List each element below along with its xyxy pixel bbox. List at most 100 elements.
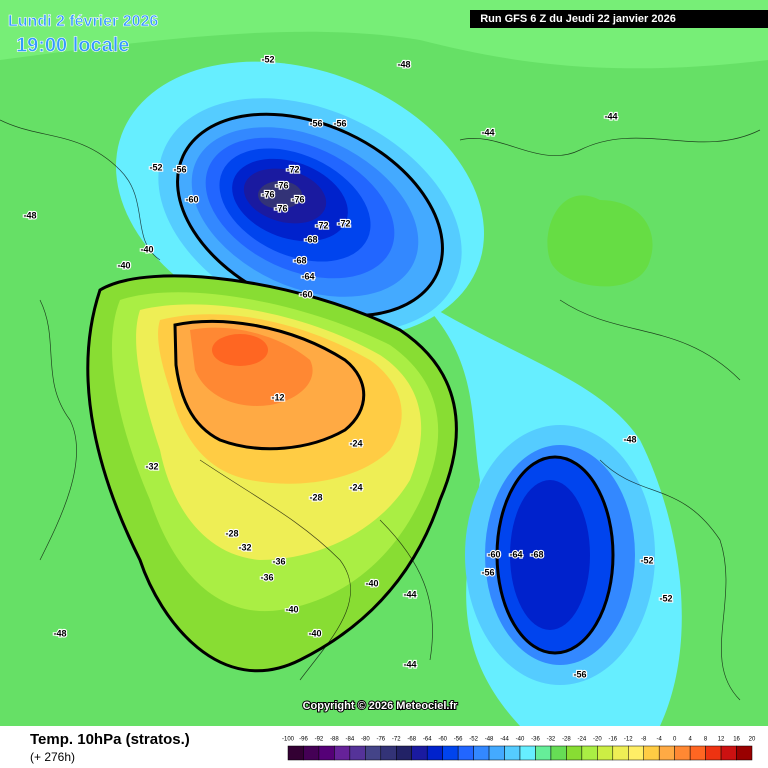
contour-label: -48 [623, 434, 636, 444]
run-box [470, 10, 768, 28]
legend-tick-label: -72 [392, 737, 401, 743]
legend-swatch [519, 745, 536, 761]
legend-swatch [566, 745, 583, 761]
legend-swatch [349, 745, 366, 761]
legend-tick-label: 0 [673, 737, 677, 743]
legend-swatch [303, 745, 320, 761]
contour-label: -52 [149, 162, 162, 172]
contour-label: -72 [286, 164, 299, 174]
footer-lead: (+ 276h) [30, 750, 75, 764]
contour-label: -24 [349, 438, 362, 448]
legend: -100 -96 -92 -88 -84 -80 -76 -72 -68 -64 -60 -56 -52… [282, 737, 756, 761]
contour-label: -60 [185, 194, 198, 204]
contour-labels: -76-76-76-72-76-72 -72-68-68-64-60-56 -56-… [22, 53, 673, 680]
copyright: Copyright © 2026 Meteociel.fr [303, 700, 459, 712]
legend-swatch [674, 745, 691, 761]
contour-label: -68 [530, 549, 543, 559]
legend-tick-label: -4 [657, 737, 663, 743]
legend-tick-label: -36 [531, 737, 540, 743]
contour-label: -36 [260, 572, 273, 582]
contour-label: -76 [274, 203, 287, 213]
contour-label: -76 [291, 194, 304, 204]
contour-label: -12 [271, 392, 284, 402]
contour-label: -40 [140, 244, 153, 254]
contour-label: -56 [333, 118, 346, 128]
time-label: 19:00 locale [16, 34, 129, 56]
polar-vortex-secondary [465, 425, 655, 685]
legend-swatch [334, 745, 351, 761]
contour-label: -24 [349, 482, 362, 492]
legend-tick-label: -56 [454, 737, 463, 743]
legend-swatch [504, 745, 521, 761]
contour-label: -76 [261, 189, 274, 199]
legend-swatch [488, 745, 505, 761]
legend-tick-label: -92 [315, 737, 324, 743]
legend-tick-label: -80 [361, 737, 370, 743]
contour-label: -56 [573, 669, 586, 679]
contour-label: -60 [299, 289, 312, 299]
legend-tick-label: -32 [547, 737, 556, 743]
legend-swatch [720, 745, 737, 761]
legend-tick-label: -28 [562, 737, 571, 743]
contour-label: -44 [604, 111, 617, 121]
legend-tick-label: -60 [438, 737, 447, 743]
legend-swatch [705, 745, 722, 761]
contour-label: -72 [315, 220, 328, 230]
contour-label: -44 [481, 127, 494, 137]
legend-tick-label: -96 [299, 737, 308, 743]
legend-swatch [658, 745, 675, 761]
legend-tick-label: 8 [704, 737, 708, 743]
date-label: Lundi 2 février 2026 [8, 13, 158, 30]
legend-swatch [736, 745, 753, 761]
legend-swatch [287, 745, 304, 761]
contour-label: -40 [365, 578, 378, 588]
legend-swatch [411, 745, 428, 761]
legend-tick-label: -52 [469, 737, 478, 743]
legend-swatch [473, 745, 490, 761]
legend-tick-label: -64 [423, 737, 432, 743]
contour-label: -56 [173, 164, 186, 174]
contour-label: -40 [308, 628, 321, 638]
legend-tick-label: -100 [282, 737, 295, 743]
polar-vortex-main [158, 98, 462, 332]
legend-tick-label: -88 [330, 737, 339, 743]
legend-swatch [318, 745, 335, 761]
contour-label: -48 [397, 59, 410, 69]
legend-tick-label: 16 [733, 737, 740, 743]
legend-swatch [689, 745, 706, 761]
coastlines [0, 119, 761, 701]
legend-swatch [535, 745, 552, 761]
contour-label: -52 [640, 555, 653, 565]
legend-tick-label: -12 [624, 737, 633, 743]
legend-tick-label: -8 [641, 737, 647, 743]
warm-anomaly [86, 274, 458, 673]
contour-label: -64 [301, 271, 314, 281]
legend-tick-label: -48 [485, 737, 494, 743]
footer-title: Temp. 10hPa (stratos.) [30, 731, 190, 748]
legend-swatch [612, 745, 629, 761]
contour-label: -36 [272, 556, 285, 566]
legend-tick-label: -24 [578, 737, 587, 743]
legend-tick-label: -40 [516, 737, 525, 743]
contour-label: -40 [117, 260, 130, 270]
legend-swatch [643, 745, 660, 761]
contour-label: -48 [53, 628, 66, 638]
legend-swatch [550, 745, 567, 761]
legend-tick-label: -68 [407, 737, 416, 743]
legend-swatch [597, 745, 614, 761]
legend-swatch [442, 745, 459, 761]
contour-label: -76 [275, 180, 288, 190]
legend-swatch [581, 745, 598, 761]
legend-tick-label: 12 [718, 737, 725, 743]
contour-label: -32 [238, 542, 251, 552]
contour-label: -56 [309, 118, 322, 128]
contour-label: -28 [309, 492, 322, 502]
contour-label: -44 [403, 589, 416, 599]
contour-label: -40 [285, 604, 298, 614]
legend-swatch [380, 745, 397, 761]
legend-tick-label: -20 [593, 737, 602, 743]
legend-tick-label: -16 [608, 737, 617, 743]
map: -76-76-76-72-76-72 -72-68-68-64-60-56 -56-… [0, 0, 768, 726]
legend-swatch [396, 745, 412, 761]
